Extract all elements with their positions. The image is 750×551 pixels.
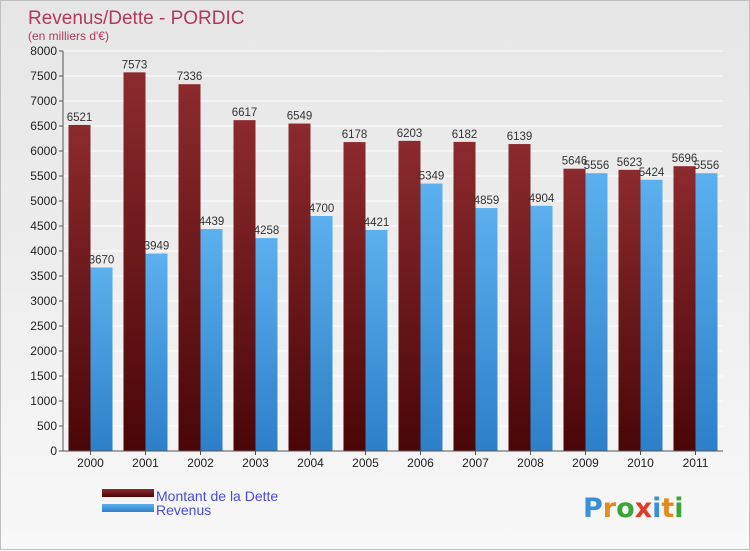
data-label: 6521 <box>67 112 93 124</box>
x-tick-label: 2011 <box>683 456 709 470</box>
data-label: 5424 <box>639 167 665 179</box>
data-label: 6139 <box>507 131 533 143</box>
y-tick-label: 2000 <box>30 344 57 358</box>
logo-letter: o <box>616 493 635 524</box>
y-tick-label: 0 <box>50 444 57 458</box>
bar-revenus <box>585 173 608 451</box>
logo-letter: i <box>674 493 683 524</box>
bar-revenus <box>365 229 388 451</box>
x-tick-label: 2009 <box>572 456 599 470</box>
proxiti-logo-text: Proxiti <box>583 493 684 524</box>
data-label: 3949 <box>144 241 170 253</box>
y-tick-label: 5500 <box>30 169 57 183</box>
bar-dette <box>398 140 421 451</box>
y-tick-label: 7500 <box>30 69 57 83</box>
data-label: 5696 <box>672 153 698 165</box>
data-label: 6617 <box>232 107 258 119</box>
x-tick-label: 2003 <box>242 456 269 470</box>
y-tick-label: 1500 <box>30 369 57 383</box>
x-tick-label: 2000 <box>77 456 104 470</box>
x-tick-label: 2004 <box>297 456 324 470</box>
bar-dette <box>68 124 91 451</box>
data-label: 4859 <box>474 195 500 207</box>
y-tick-label: 500 <box>37 419 57 433</box>
data-label: 5623 <box>617 157 643 169</box>
data-label: 4904 <box>529 193 555 205</box>
bar-dette <box>343 142 366 451</box>
bar-dette <box>233 120 256 452</box>
y-tick-label: 1000 <box>30 394 57 408</box>
data-label: 4439 <box>199 216 225 228</box>
data-label: 6203 <box>397 128 423 140</box>
bar-revenus <box>475 208 498 451</box>
legend-label-debt: Montant de la Dette <box>156 488 278 504</box>
data-label: 6549 <box>287 111 313 123</box>
bar-dette <box>618 169 641 451</box>
bar-dette <box>123 72 146 451</box>
bar-revenus <box>530 205 553 451</box>
bar-revenus <box>695 173 718 451</box>
data-label: 6178 <box>342 129 368 141</box>
x-tick-label: 2001 <box>132 456 159 470</box>
y-tick-label: 8000 <box>30 44 57 58</box>
x-tick-label: 2002 <box>187 456 214 470</box>
bar-dette <box>673 166 696 451</box>
logo-letter: P <box>583 493 603 524</box>
chart-subtitle: (en milliers d'€) <box>28 29 109 43</box>
x-tick-label: 2008 <box>517 456 544 470</box>
data-label: 7336 <box>177 71 203 83</box>
x-tick-label: 2005 <box>352 456 379 470</box>
bar-revenus <box>640 179 663 452</box>
bar-dette <box>178 84 201 451</box>
x-tick-label: 2007 <box>462 456 489 470</box>
bar-dette <box>563 168 586 451</box>
y-tick-label: 4000 <box>30 244 57 258</box>
y-tick-label: 2500 <box>30 319 57 333</box>
x-tick-label: 2010 <box>627 456 654 470</box>
bar-dette <box>508 144 531 452</box>
y-tick-label: 5000 <box>30 194 57 208</box>
proxiti-logo: Proxiti <box>583 493 684 524</box>
x-tick-label: 2006 <box>407 456 434 470</box>
data-label: 7573 <box>122 59 148 71</box>
data-label: 6182 <box>452 129 478 141</box>
legend-label-revenus: Revenus <box>156 502 211 518</box>
data-label: 5646 <box>562 156 588 168</box>
data-label: 5349 <box>419 171 445 183</box>
bar-revenus <box>255 238 278 451</box>
bar-dette <box>453 141 476 451</box>
logo-letter: x <box>635 493 652 524</box>
bar-revenus <box>90 267 113 451</box>
y-tick-label: 3500 <box>30 269 57 283</box>
data-label: 5556 <box>694 160 720 172</box>
data-label: 4421 <box>364 217 390 229</box>
legend-swatch-revenus <box>102 504 154 512</box>
data-label: 5556 <box>584 160 610 172</box>
bar-revenus <box>420 183 443 452</box>
logo-letter: i <box>652 493 661 524</box>
y-tick-label: 6000 <box>30 144 57 158</box>
logo-letter: r <box>603 493 617 524</box>
chart-title: Revenus/Dette - PORDIC <box>28 8 244 29</box>
bar-revenus <box>200 229 223 451</box>
legend: Montant de la Dette Revenus <box>102 488 278 518</box>
y-tick-label: 6500 <box>30 119 57 133</box>
y-tick-label: 4500 <box>30 219 57 233</box>
data-label: 4700 <box>309 203 335 215</box>
data-label: 4258 <box>254 225 280 237</box>
logo-letter: t <box>661 493 674 524</box>
y-tick-label: 7000 <box>30 94 57 108</box>
legend-swatch-debt <box>102 489 154 497</box>
bar-revenus <box>310 216 333 451</box>
y-tick-label: 3000 <box>30 294 57 308</box>
bar-revenus <box>145 253 168 451</box>
bar-dette <box>288 123 311 452</box>
data-label: 3670 <box>89 255 115 267</box>
